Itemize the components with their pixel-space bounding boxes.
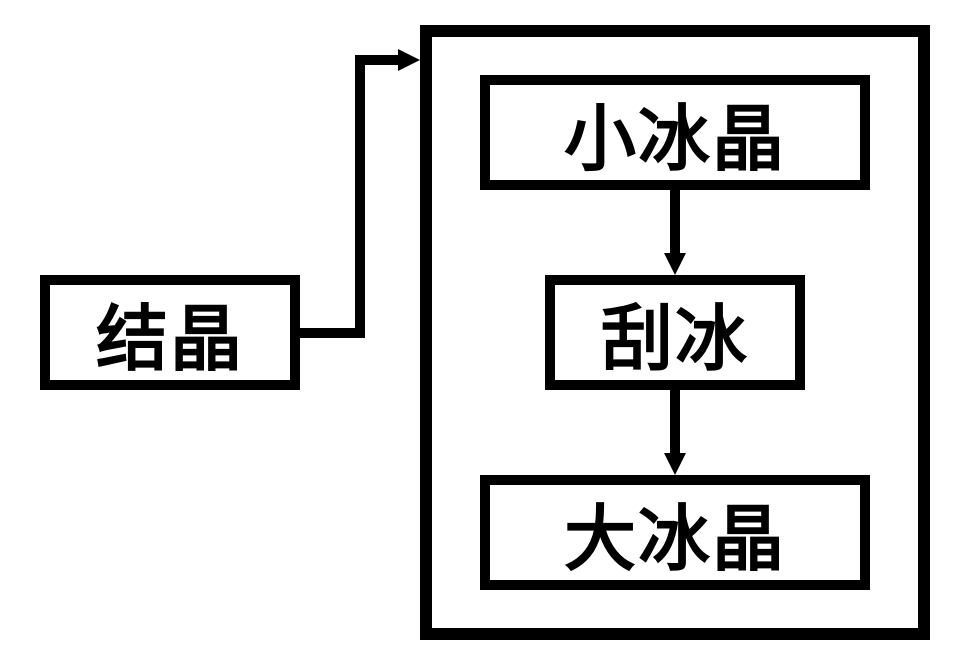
node-scrape: 刮冰 <box>545 275 805 390</box>
node-left: 结晶 <box>40 275 300 390</box>
node-left-label: 结晶 <box>96 280 244 385</box>
node-scrape-label: 刮冰 <box>601 280 749 385</box>
node-small-label: 小冰晶 <box>564 80 786 185</box>
node-small: 小冰晶 <box>480 75 870 190</box>
node-big: 大冰晶 <box>480 475 870 590</box>
node-big-label: 大冰晶 <box>564 480 786 585</box>
